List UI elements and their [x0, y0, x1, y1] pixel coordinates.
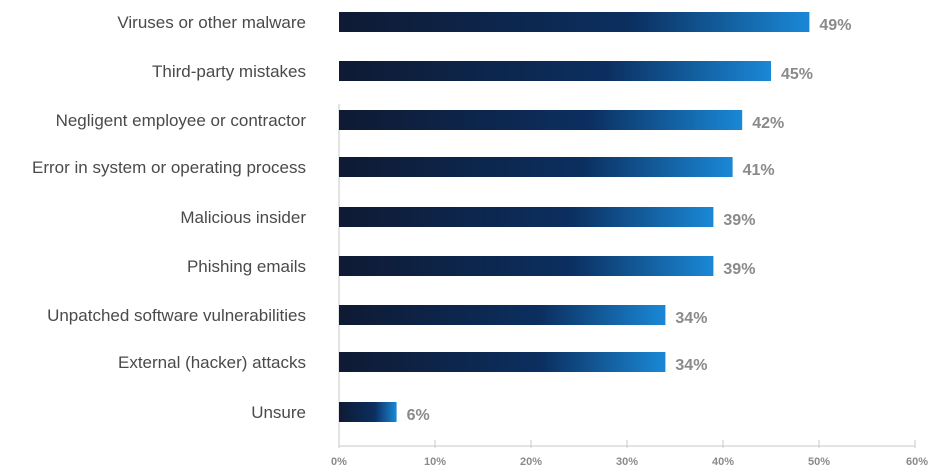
bar: [339, 256, 714, 276]
x-tick-label: 20%: [520, 456, 542, 468]
bar: [339, 61, 771, 81]
bar: [339, 207, 714, 227]
category-label: Phishing emails: [187, 257, 306, 276]
bar: [339, 305, 666, 325]
labels: Viruses or other malware 49% Third-party m…: [32, 13, 851, 424]
bar: [339, 12, 810, 32]
x-tick-label: 60%: [906, 456, 928, 468]
x-tick-label: 30%: [616, 456, 638, 468]
x-axis: 0% 10% 20% 30% 40% 50% 60%: [331, 104, 928, 468]
category-label: Negligent employee or contractor: [56, 111, 307, 130]
value-label: 34%: [675, 357, 707, 374]
value-label: 34%: [675, 310, 707, 327]
bar: [339, 157, 733, 177]
value-label: 45%: [781, 66, 813, 83]
value-label: 6%: [407, 407, 430, 424]
category-label: Third-party mistakes: [152, 62, 306, 81]
value-label: 39%: [723, 212, 755, 229]
bars: [339, 12, 810, 422]
x-tick-label: 50%: [808, 456, 830, 468]
bar: [339, 110, 743, 130]
bar: [339, 402, 397, 422]
category-label: Error in system or operating process: [32, 158, 306, 177]
category-label: External (hacker) attacks: [118, 353, 306, 372]
category-label: Unsure: [251, 403, 306, 422]
category-label: Viruses or other malware: [117, 13, 306, 32]
value-label: 41%: [743, 162, 775, 179]
bar: [339, 352, 666, 372]
value-label: 42%: [752, 115, 784, 132]
x-tick-label: 40%: [712, 456, 734, 468]
value-label: 49%: [819, 17, 851, 34]
x-tick-label: 10%: [424, 456, 446, 468]
category-label: Unpatched software vulnerabilities: [47, 306, 306, 325]
value-label: 39%: [723, 261, 755, 278]
x-tick-label: 0%: [331, 456, 347, 468]
category-label: Malicious insider: [180, 208, 306, 227]
